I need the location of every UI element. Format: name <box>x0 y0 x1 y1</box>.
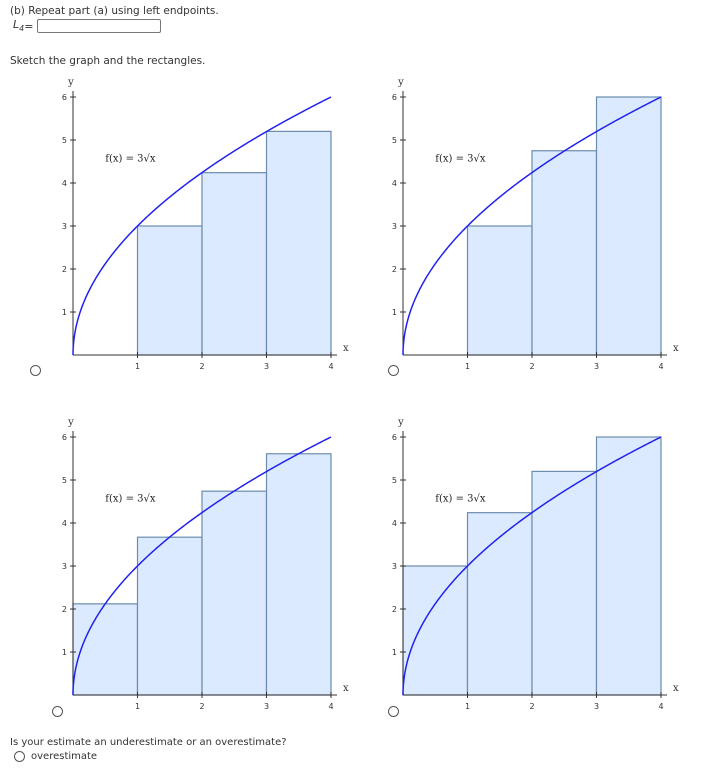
chart-svg-1: 1 2 3 4 1 2 3 4 5 6 x y f(x) = 3√x <box>62 77 349 371</box>
rect-3-3 <box>201 490 268 696</box>
y-tick-label-4-4: 4 <box>392 519 397 528</box>
x-axis-label-2: x <box>673 343 679 354</box>
rect-1-2 <box>201 172 268 356</box>
y-tick-label-4-6: 6 <box>392 433 397 442</box>
y-axis-label-4: y <box>397 417 404 428</box>
chart-option-2: 1 2 3 4 1 2 3 4 5 6 x y f(x) = 3√x <box>375 70 720 400</box>
rect-1-3 <box>265 130 332 356</box>
y-tick-label-1-4: 4 <box>62 179 67 188</box>
x-tick-label-4-1: 1 <box>465 702 470 711</box>
y-tick-label-1-6: 6 <box>62 93 67 102</box>
y-tick-label-3-2: 2 <box>62 605 67 614</box>
function-label-1: f(x) = 3√x <box>105 154 156 165</box>
rect-3-2 <box>136 536 203 696</box>
estimate-option-label: overestimate <box>31 751 98 762</box>
x-tick-label-2-1: 1 <box>465 362 470 371</box>
y-tick-label-3-4: 4 <box>62 519 67 528</box>
x-tick-label-1-2: 2 <box>199 362 204 371</box>
y-tick-label-3-6: 6 <box>62 433 67 442</box>
rect-3-4 <box>265 453 332 696</box>
rect-4-1 <box>402 565 469 696</box>
x-tick-label-3-3: 3 <box>264 702 269 711</box>
x-tick-label-2-3: 3 <box>594 362 599 371</box>
estimate-option-row[interactable]: overestimate <box>14 751 97 762</box>
chart-option-4-radio[interactable] <box>388 706 399 717</box>
x-tick-label-3-4: 4 <box>328 702 333 711</box>
x-axis-label-1: x <box>343 343 349 354</box>
y-tick-label-2-3: 3 <box>392 222 397 231</box>
y-tick-label-4-3: 3 <box>392 562 397 571</box>
l4-subscript: 4 <box>19 24 25 34</box>
l4-answer-row: L4 = <box>13 18 162 34</box>
x-tick-label-4-4: 4 <box>658 702 663 711</box>
y-tick-label-4-5: 5 <box>392 476 397 485</box>
y-tick-label-4-1: 1 <box>392 648 397 657</box>
chart-svg-3: 1 2 3 4 1 2 3 4 5 6 x y f(x) = 3√x <box>62 417 349 711</box>
x-tick-label-1-4: 4 <box>328 362 333 371</box>
chart-option-4: 1 2 3 4 1 2 3 4 5 6 x y f(x) = 3√x <box>375 410 720 740</box>
question-part-text: (b) Repeat part (a) using left endpoints… <box>10 5 219 17</box>
function-label-3: f(x) = 3√x <box>105 494 156 505</box>
l4-equals: = <box>24 19 34 33</box>
x-tick-label-1-3: 3 <box>264 362 269 371</box>
x-axis-label-4: x <box>673 683 679 694</box>
x-tick-label-4-3: 3 <box>594 702 599 711</box>
rect-2-1 <box>466 225 533 356</box>
y-tick-label-2-4: 4 <box>392 179 397 188</box>
x-tick-label-3-1: 1 <box>135 702 140 711</box>
chart-option-3: 1 2 3 4 1 2 3 4 5 6 x y f(x) = 3√x <box>45 410 390 740</box>
rect-3-1 <box>72 603 139 696</box>
rect-2-3 <box>595 96 662 356</box>
rect-1-1 <box>136 225 203 356</box>
x-tick-label-3-2: 2 <box>199 702 204 711</box>
curve-3 <box>72 436 332 696</box>
y-tick-label-3-5: 5 <box>62 476 67 485</box>
chart-option-3-radio[interactable] <box>52 706 63 717</box>
chart-option-1: 1 2 3 4 1 2 3 4 5 6 x y f(x) = 3√x <box>45 70 390 400</box>
y-axis-label-2: y <box>397 77 404 88</box>
function-label-2: f(x) = 3√x <box>435 154 486 165</box>
y-tick-label-1-1: 1 <box>62 308 67 317</box>
x-tick-label-2-2: 2 <box>529 362 534 371</box>
sketch-instruction: Sketch the graph and the rectangles. <box>10 55 206 67</box>
rect-4-3 <box>531 470 598 696</box>
y-tick-label-3-3: 3 <box>62 562 67 571</box>
estimate-option-radio[interactable] <box>14 751 25 762</box>
y-tick-label-3-1: 1 <box>62 648 67 657</box>
y-tick-label-2-2: 2 <box>392 265 397 274</box>
y-axis-label-1: y <box>67 77 74 88</box>
y-tick-label-1-2: 2 <box>62 265 67 274</box>
rect-2-2 <box>531 150 598 356</box>
y-tick-label-2-6: 6 <box>392 93 397 102</box>
x-tick-label-1-1: 1 <box>135 362 140 371</box>
x-tick-label-4-2: 2 <box>529 702 534 711</box>
function-label-4: f(x) = 3√x <box>435 494 486 505</box>
rect-4-2 <box>466 512 533 696</box>
y-axis-label-3: y <box>67 417 74 428</box>
estimate-question: Is your estimate an underestimate or an … <box>10 737 287 748</box>
curve-4 <box>402 436 662 696</box>
chart-svg-2: 1 2 3 4 1 2 3 4 5 6 x y f(x) = 3√x <box>392 77 679 371</box>
y-tick-label-2-5: 5 <box>392 136 397 145</box>
curve-1 <box>72 96 332 356</box>
chart-svg-4: 1 2 3 4 1 2 3 4 5 6 x y f(x) = 3√x <box>392 417 679 711</box>
l4-label: L4 <box>13 18 24 33</box>
l4-letter: L <box>13 18 20 32</box>
x-axis-label-3: x <box>343 683 349 694</box>
y-tick-label-1-3: 3 <box>62 222 67 231</box>
y-tick-label-2-1: 1 <box>392 308 397 317</box>
rect-4-4 <box>595 436 662 696</box>
y-tick-label-1-5: 5 <box>62 136 67 145</box>
l4-answer-input[interactable] <box>37 19 162 33</box>
x-tick-label-2-4: 4 <box>658 362 663 371</box>
y-tick-label-4-2: 2 <box>392 605 397 614</box>
curve-2 <box>402 96 662 356</box>
chart-option-2-radio[interactable] <box>388 365 399 376</box>
chart-option-1-radio[interactable] <box>30 365 41 376</box>
